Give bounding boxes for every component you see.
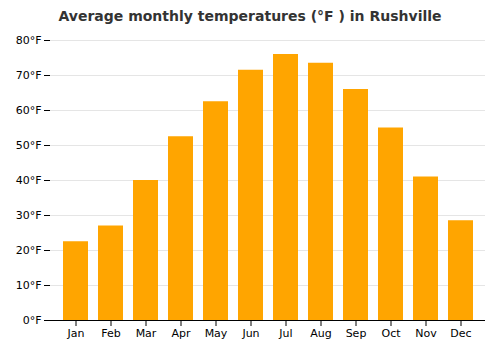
svg-text:Aug: Aug <box>310 327 331 340</box>
svg-text:50°F: 50°F <box>16 139 42 152</box>
svg-text:May: May <box>205 327 228 340</box>
svg-text:Jun: Jun <box>241 327 259 340</box>
svg-text:40°F: 40°F <box>16 174 42 187</box>
svg-text:Mar: Mar <box>136 327 157 340</box>
svg-text:Nov: Nov <box>415 327 437 340</box>
svg-text:Sep: Sep <box>346 327 367 340</box>
svg-text:60°F: 60°F <box>16 104 42 117</box>
svg-text:Jul: Jul <box>278 327 292 340</box>
html-text:Average monthly temperatures (: Average monthly temperatures (°F ) in Ru… <box>58 8 442 24</box>
svg-text:Dec: Dec <box>450 327 471 340</box>
svg-text:Apr: Apr <box>171 327 191 340</box>
svg-text:0°F: 0°F <box>23 314 42 327</box>
svg-text:20°F: 20°F <box>16 244 42 257</box>
svg-text:Oct: Oct <box>381 327 401 340</box>
svg-text:30°F: 30°F <box>16 209 42 222</box>
svg-text:Feb: Feb <box>101 327 120 340</box>
svg-text:80°F: 80°F <box>16 34 42 47</box>
svg-text:70°F: 70°F <box>16 69 42 82</box>
svg-text:10°F: 10°F <box>16 279 42 292</box>
svg-text:Jan: Jan <box>67 327 85 340</box>
